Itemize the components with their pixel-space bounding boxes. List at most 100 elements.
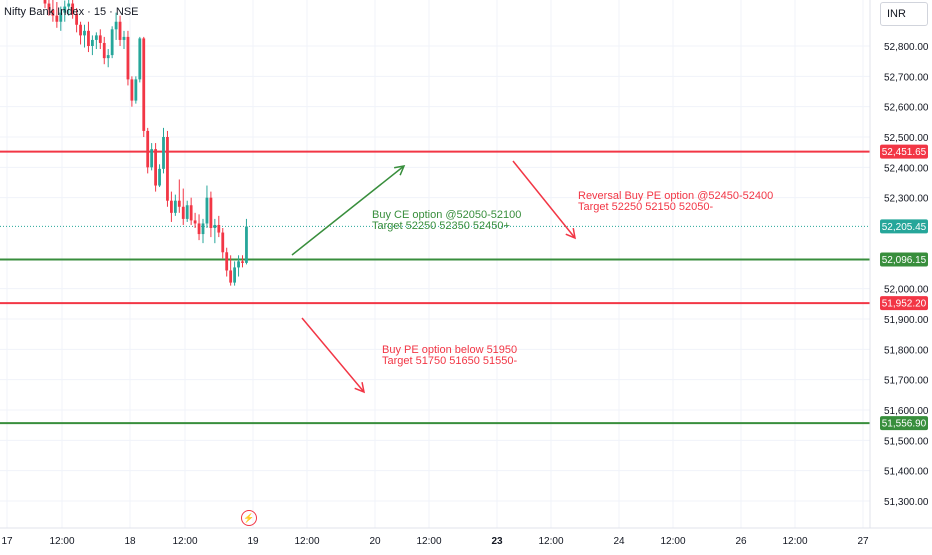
- x-tick-label: 12:00: [660, 536, 685, 547]
- down-arrow-icon: [512, 160, 576, 240]
- price-axis[interactable]: 52,800.00 52,700.00 52,600.00 52,500.00 52,4…: [884, 42, 929, 508]
- candle: [209, 191, 213, 238]
- candle-body: [91, 39, 94, 46]
- lightning-icon[interactable]: ⚡: [241, 510, 257, 526]
- candle-body: [71, 3, 75, 15]
- candle-body: [51, 9, 55, 16]
- candle: [59, 6, 63, 31]
- candle: [67, 0, 71, 16]
- candle: [181, 188, 185, 225]
- candle-body: [67, 3, 71, 7]
- candle-body: [59, 12, 63, 22]
- candle-body: [245, 226, 248, 263]
- annotation-line: Buy CE option @52050-52100: [372, 209, 521, 221]
- candle: [118, 15, 122, 46]
- x-tick-label: 26: [735, 536, 747, 547]
- x-tick-label: 12:00: [294, 536, 319, 547]
- candle-body: [106, 55, 110, 59]
- candle-body: [189, 205, 193, 221]
- candle-body: [209, 197, 213, 228]
- candle: [126, 30, 130, 86]
- x-tick-label: 27: [857, 536, 869, 547]
- candle: [154, 143, 157, 192]
- candle: [146, 127, 150, 174]
- candle: [130, 76, 134, 107]
- annotation-text[interactable]: Reversal Buy PE option @52450-52400Targe…: [578, 190, 773, 213]
- candle: [71, 0, 75, 19]
- candle-body: [102, 42, 106, 59]
- level-price-tag: [880, 252, 928, 267]
- candle-body: [162, 137, 165, 169]
- candle: [201, 218, 205, 244]
- candle-body: [75, 14, 78, 25]
- candle-body: [233, 267, 236, 283]
- candle: [166, 130, 169, 207]
- level-price-tag: [880, 296, 928, 311]
- x-tick-label: 17: [1, 536, 13, 547]
- candle: [193, 212, 197, 228]
- symbol-title[interactable]: Nifty Bank Index · 15 · NSE: [4, 6, 139, 18]
- candle: [102, 36, 106, 65]
- candle-body: [241, 261, 244, 263]
- y-tick-label: 52,600.00: [884, 103, 929, 114]
- candle-body: [47, 3, 51, 10]
- candle-body: [166, 137, 169, 201]
- x-tick-label: 12:00: [538, 536, 563, 547]
- up-arrow-icon: [291, 165, 406, 256]
- candle: [138, 36, 142, 83]
- candle: [150, 143, 154, 171]
- annotation-line: Buy PE option below 51950: [382, 344, 517, 356]
- x-tick-label: 12:00: [782, 536, 807, 547]
- annotation-line: Reversal Buy PE option @52450-52400: [578, 190, 773, 202]
- x-tick-label: 12:00: [172, 536, 197, 547]
- candle: [79, 21, 82, 45]
- candle-body: [154, 149, 157, 186]
- time-axis[interactable]: 17 12:00 18 12:00 19 12:00 20 12:00 23 12:00 24 12:…: [1, 536, 869, 547]
- candle: [55, 2, 59, 28]
- candle: [87, 21, 90, 53]
- candle: [43, 0, 47, 9]
- x-tick-label: 12:00: [49, 536, 74, 547]
- candle-body: [114, 21, 118, 30]
- y-tick-label: 52,800.00: [884, 42, 929, 53]
- candle-body: [221, 232, 225, 253]
- down-arrow-icon: [301, 317, 366, 394]
- y-tick-label: 51,800.00: [884, 345, 929, 356]
- candle-body: [94, 35, 98, 40]
- candle-body: [193, 220, 197, 224]
- candle-body: [43, 0, 47, 4]
- candle-body: [170, 200, 173, 213]
- level-price-labels: 52,451.65 52,096.15 51,952.20 51,556.90 52,2…: [880, 144, 928, 431]
- candle-body: [201, 223, 205, 235]
- candle: [114, 12, 118, 40]
- annotation-line: Target 51750 51650 51550-: [382, 355, 518, 367]
- candle: [205, 185, 209, 228]
- candle-body: [229, 270, 233, 283]
- candle: [221, 228, 225, 259]
- candle-body: [138, 38, 142, 80]
- x-tick-label: 24: [613, 536, 625, 547]
- candle: [217, 215, 221, 238]
- annotation-line: Target 52250 52350 52450+: [372, 220, 510, 232]
- annotation-line: Target 52250 52150 52050-: [578, 201, 714, 213]
- y-tick-label: 51,600.00: [884, 406, 929, 417]
- candle-body: [158, 168, 161, 186]
- y-tick-label: 52,400.00: [884, 163, 929, 174]
- candle-body: [134, 79, 138, 101]
- candle-body: [150, 149, 154, 168]
- candle: [197, 214, 201, 241]
- candle-body: [181, 206, 185, 219]
- currency-button[interactable]: INR: [880, 2, 928, 26]
- level-price-text: 51,952.20: [882, 299, 927, 310]
- last-price-text: 52,205.45: [882, 222, 927, 233]
- candle: [241, 255, 244, 268]
- candle: [177, 179, 181, 213]
- candle: [63, 0, 67, 22]
- candle-body: [126, 36, 130, 80]
- candle: [134, 76, 138, 104]
